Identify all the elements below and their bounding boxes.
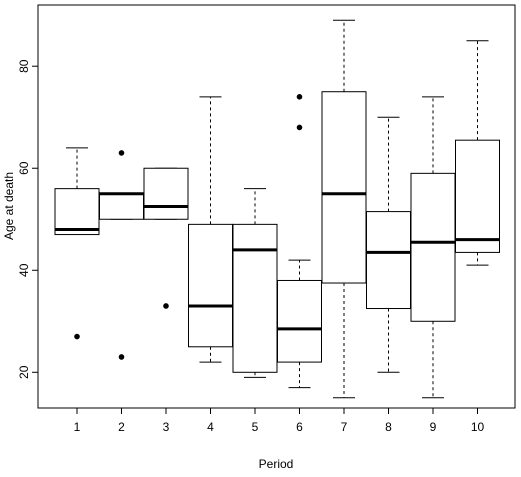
- iqr-box: [455, 139, 500, 253]
- box-period-4: [188, 96, 233, 363]
- iqr-box: [366, 211, 411, 310]
- iqr-box: [232, 223, 278, 373]
- x-tick-label: 2: [118, 420, 125, 434]
- x-tick-label: 7: [341, 420, 348, 434]
- iqr-box: [188, 223, 233, 348]
- plot-frame: [37, 4, 516, 409]
- x-tick-label: 8: [385, 420, 392, 434]
- outlier-point: [74, 333, 80, 340]
- outlier-point: [163, 303, 169, 309]
- box-period-8: [366, 116, 411, 373]
- box-period-5: [232, 188, 278, 378]
- iqr-box: [277, 279, 322, 363]
- box-period-2: [99, 150, 144, 360]
- box-period-6: [277, 94, 322, 389]
- boxes-group: [54, 19, 500, 399]
- outlier-point: [118, 150, 125, 156]
- box-period-3: [143, 167, 189, 309]
- box-period-9: [410, 96, 456, 399]
- iqr-box: [321, 91, 367, 284]
- x-axis-label: Period: [259, 457, 294, 471]
- x-tick-label: 3: [163, 420, 170, 434]
- y-tick-label: 40: [17, 263, 31, 277]
- box-period-10: [455, 40, 500, 266]
- outlier-point: [296, 124, 303, 131]
- outlier-point: [296, 94, 303, 100]
- x-tick-label: 4: [207, 420, 214, 434]
- box-period-1: [54, 147, 100, 340]
- y-tick-label: 20: [17, 365, 31, 379]
- x-tick-label: 5: [252, 420, 259, 434]
- y-axis-label: Age at death: [2, 172, 16, 240]
- x-tick-label: 1: [74, 420, 81, 434]
- outlier-point: [118, 354, 125, 360]
- iqr-box: [410, 172, 456, 322]
- iqr-box: [54, 188, 100, 236]
- iqr-box: [143, 167, 189, 220]
- x-tick-label: 6: [296, 420, 303, 434]
- x-tick-label: 10: [471, 420, 485, 434]
- y-tick-label: 80: [17, 59, 31, 73]
- y-tick-label: 60: [17, 161, 31, 175]
- y-axis: 20 40 60 80: [17, 59, 38, 379]
- x-tick-label: 9: [430, 420, 437, 434]
- iqr-box: [99, 193, 144, 220]
- x-axis: 1 2 3 4 5 6 7 8 9 10: [74, 408, 485, 434]
- box-period-7: [321, 19, 367, 399]
